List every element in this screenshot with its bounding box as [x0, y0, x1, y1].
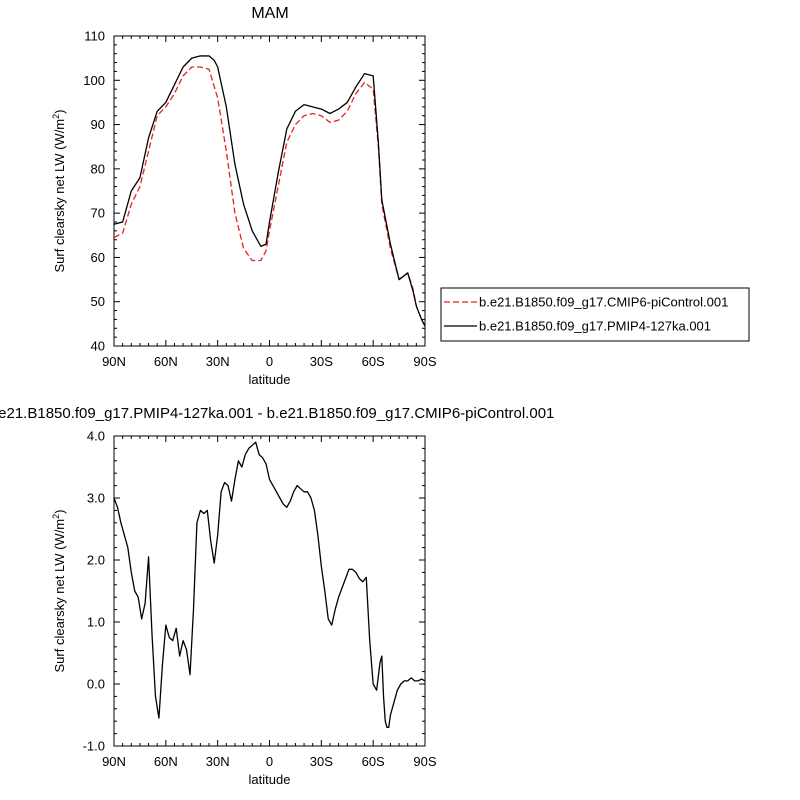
- x-tick-label: 60N: [154, 754, 178, 769]
- x-tick-label: 90S: [413, 754, 436, 769]
- y-axis-label-tail: ): [52, 510, 67, 514]
- y-tick-label: 100: [83, 73, 105, 88]
- x-tick-label: 60S: [362, 754, 385, 769]
- y-tick-label: 0.0: [87, 677, 105, 692]
- plot-1: MAM 90N 60N 30N 0 30S 60S 90S 40 50 60 70 80 90 100 110…: [51, 5, 750, 387]
- x-tick-label: 60S: [362, 354, 385, 369]
- y-tick-label: 40: [91, 339, 105, 354]
- y-axis-label-main: Surf clearsky net LW (W/m: [52, 119, 67, 273]
- x-tick-label: 0: [266, 754, 273, 769]
- y-tick-label: 60: [91, 250, 105, 265]
- chart-title: MAM: [251, 5, 288, 22]
- x-axis-label: latitude: [249, 372, 291, 387]
- y-tick-label: 1.0: [87, 615, 105, 630]
- x-tick-label: 30N: [206, 754, 230, 769]
- y-axis-label-superscript: 2: [51, 514, 61, 519]
- x-tick-label: 90S: [413, 354, 436, 369]
- x-tick-label: 30S: [310, 354, 333, 369]
- y-tick-label: 50: [91, 294, 105, 309]
- y-tick-label: 70: [91, 206, 105, 221]
- series-line-1: [114, 441, 425, 729]
- x-tick-label: 30S: [310, 754, 333, 769]
- x-tick-label: 30N: [206, 354, 230, 369]
- x-tick-label: 90N: [102, 354, 126, 369]
- x-tick-label: 60N: [154, 354, 178, 369]
- legend-entry-2: b.e21.B1850.f09_g17.PMIP4-127ka.001: [479, 319, 711, 334]
- y-tick-label: 90: [91, 117, 105, 132]
- legend: b.e21.B1850.f09_g17.CMIP6-piControl.001b…: [440, 287, 750, 342]
- x-tick-label: 90N: [102, 754, 126, 769]
- y-axis-label-main: Surf clearsky net LW (W/m: [52, 519, 67, 673]
- x-axis-label: latitude: [249, 772, 291, 787]
- y-tick-label: 110: [84, 29, 105, 44]
- plot-frame: [113, 35, 426, 347]
- chart-title: b.e21.B1850.f09_g17.PMIP4-127ka.001 - b.…: [0, 405, 554, 422]
- y-tick-label: 4.0: [87, 429, 105, 444]
- legend-box: [440, 287, 750, 342]
- series-line-1: [114, 66, 425, 327]
- y-tick-label: -1.0: [83, 739, 105, 754]
- y-tick-label: 80: [91, 161, 105, 176]
- y-axis-label-tail: ): [52, 110, 67, 114]
- y-tick-label: 2.0: [87, 553, 105, 568]
- x-tick-label: 0: [266, 354, 273, 369]
- legend-entry-1: b.e21.B1850.f09_g17.CMIP6-piControl.001: [479, 295, 728, 310]
- plot-2: b.e21.B1850.f09_g17.PMIP4-127ka.001 - b.…: [0, 405, 554, 787]
- y-axis-label: Surf clearsky net LW (W/m2): [51, 510, 67, 673]
- y-axis-label: Surf clearsky net LW (W/m2): [51, 110, 67, 273]
- y-axis-label-superscript: 2: [51, 114, 61, 119]
- y-tick-label: 3.0: [87, 491, 105, 506]
- series-line-2: [114, 55, 425, 327]
